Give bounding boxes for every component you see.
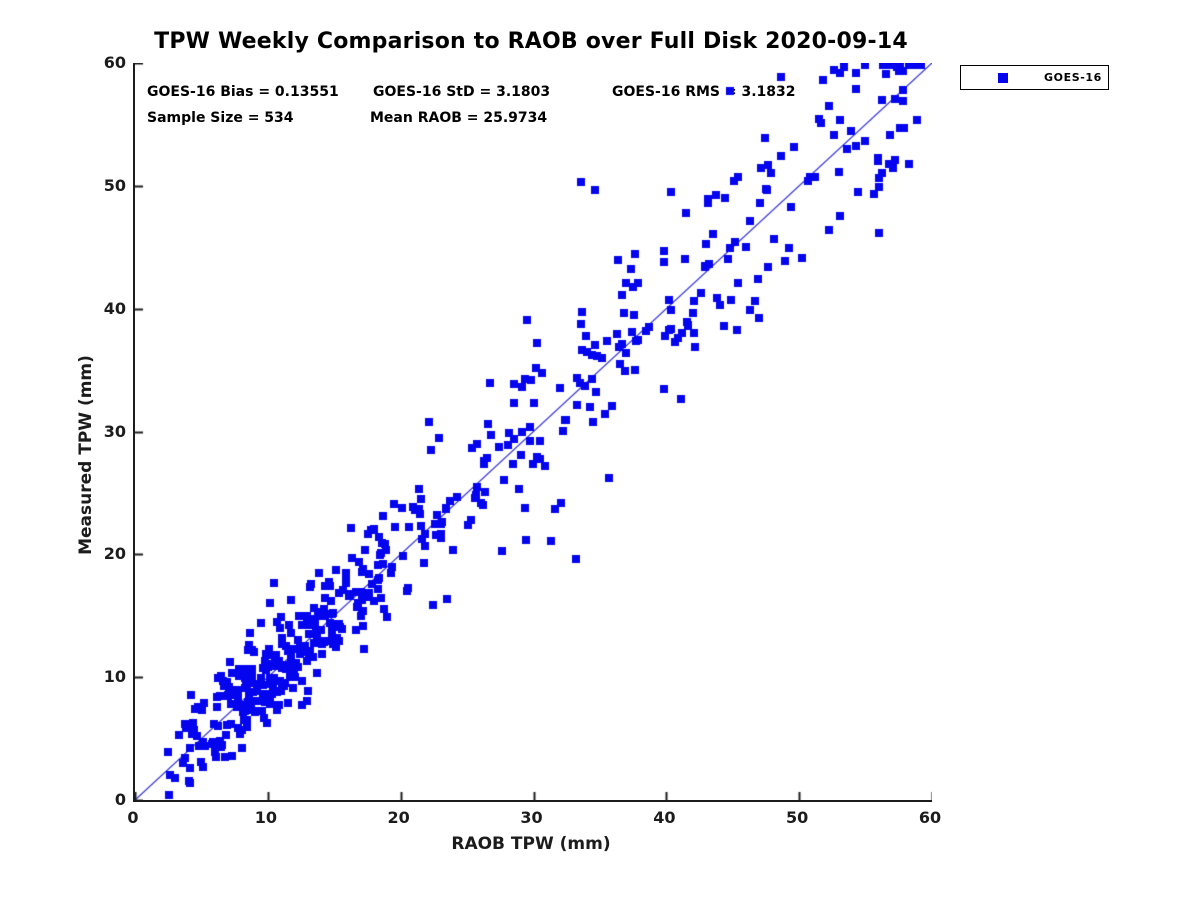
y-tick-label: 60	[103, 53, 126, 72]
y-tick-label: 20	[103, 544, 126, 564]
scatter-canvas	[135, 63, 932, 800]
x-tick-label: 50	[786, 808, 809, 827]
y-axis-label: Measured TPW (mm)	[76, 355, 96, 555]
y-tick-label: 30	[103, 421, 126, 441]
x-tick-label: 20	[387, 808, 410, 827]
x-tick-label: 60	[918, 808, 942, 827]
y-tick-label: 0	[114, 790, 126, 809]
y-tick-label: 10	[103, 667, 126, 687]
x-axis-label: RAOB TPW (mm)	[451, 834, 611, 854]
y-tick-label: 40	[103, 298, 126, 318]
x-tick-label: 30	[520, 808, 543, 827]
x-tick-label: 40	[653, 808, 676, 827]
plot-area	[133, 63, 932, 802]
legend-series-label: GOES-16	[1044, 71, 1102, 84]
legend: GOES-16	[960, 65, 1109, 90]
y-tick-label: 50	[103, 175, 126, 195]
x-tick-label: 0	[127, 808, 139, 827]
legend-marker-square	[998, 72, 1008, 83]
chart-title: TPW Weekly Comparison to RAOB over Full …	[154, 29, 908, 54]
x-tick-label: 10	[254, 808, 277, 827]
